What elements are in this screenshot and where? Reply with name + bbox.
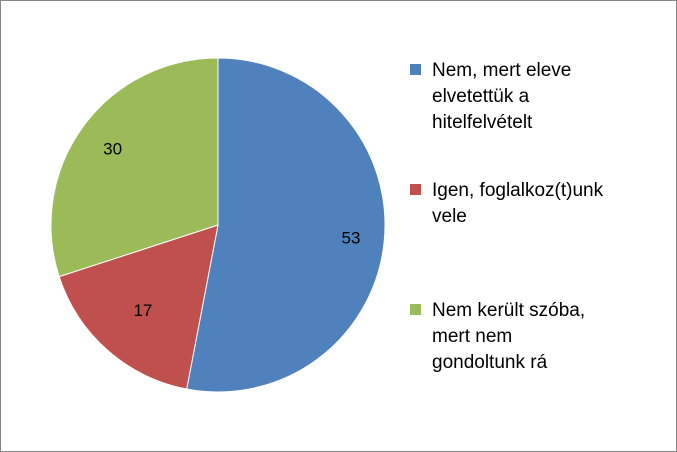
pie-data-label-0: 53 (342, 229, 361, 248)
pie-data-label-1: 17 (133, 301, 152, 320)
legend-label-2: Nem került szóba, mert nem gondoltunk rá (432, 300, 586, 373)
legend-swatch-0 (410, 64, 421, 75)
legend-swatch-1 (410, 184, 421, 195)
pie-data-labels: 53 17 30 (103, 139, 360, 320)
legend-label-0: Nem, mert eleve elvetettük a hitelfelvét… (432, 60, 572, 133)
pie-data-label-2: 30 (103, 139, 122, 158)
pie-slice-1 (58, 224, 219, 390)
legend-label-1: Igen, foglalkoz(t)unk vele (432, 180, 604, 227)
pie-slice-0 (186, 57, 386, 393)
pie-slice-2 (50, 57, 219, 278)
pie-slices (50, 57, 386, 393)
legend-swatch-2 (410, 304, 421, 315)
